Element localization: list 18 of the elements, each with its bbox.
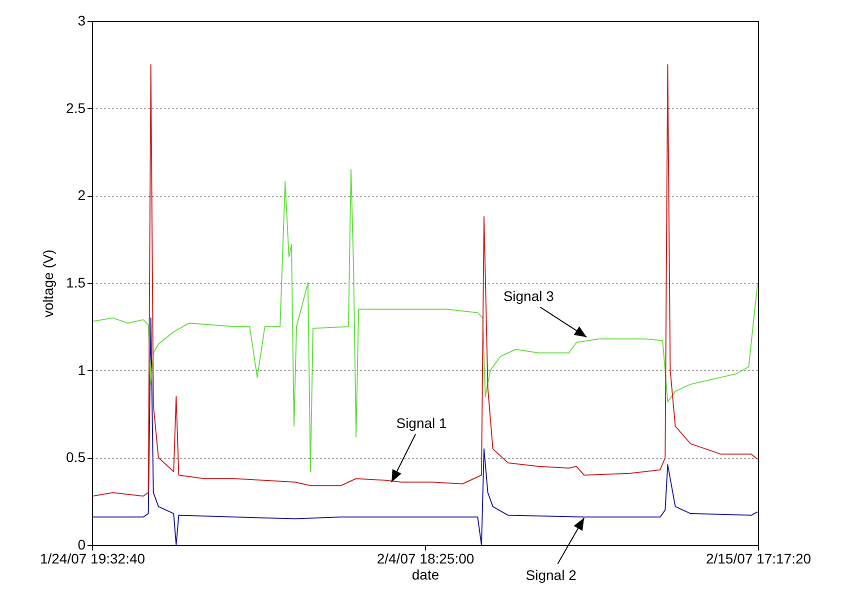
line-series bbox=[92, 64, 758, 497]
y-tick-label: 0.5 bbox=[66, 449, 86, 466]
annotation: Signal 3 bbox=[503, 288, 554, 304]
y-tick-label: 3 bbox=[78, 12, 86, 28]
y-tick-label: 1 bbox=[78, 362, 86, 378]
y-tick-label: 2 bbox=[78, 187, 86, 204]
annotation: Signal 1 bbox=[396, 415, 448, 432]
line-series bbox=[92, 317, 758, 545]
x-tick-label: 2/15/07 17:17:20 bbox=[706, 550, 812, 566]
x-tick-label: 2/4/07 18:25:00 bbox=[376, 550, 474, 566]
annotation: Signal 2 bbox=[526, 566, 577, 583]
x-tick-label: 1/24/07 19:32:40 bbox=[40, 550, 146, 566]
y-tick-label: 2.5 bbox=[66, 100, 86, 116]
line-series bbox=[92, 168, 758, 472]
x-axis-title: date bbox=[412, 566, 440, 582]
y-tick-label: 0 bbox=[78, 536, 86, 552]
y-axis-title: voltage (V) bbox=[40, 250, 56, 318]
y-tick-label: 1.5 bbox=[66, 274, 86, 290]
